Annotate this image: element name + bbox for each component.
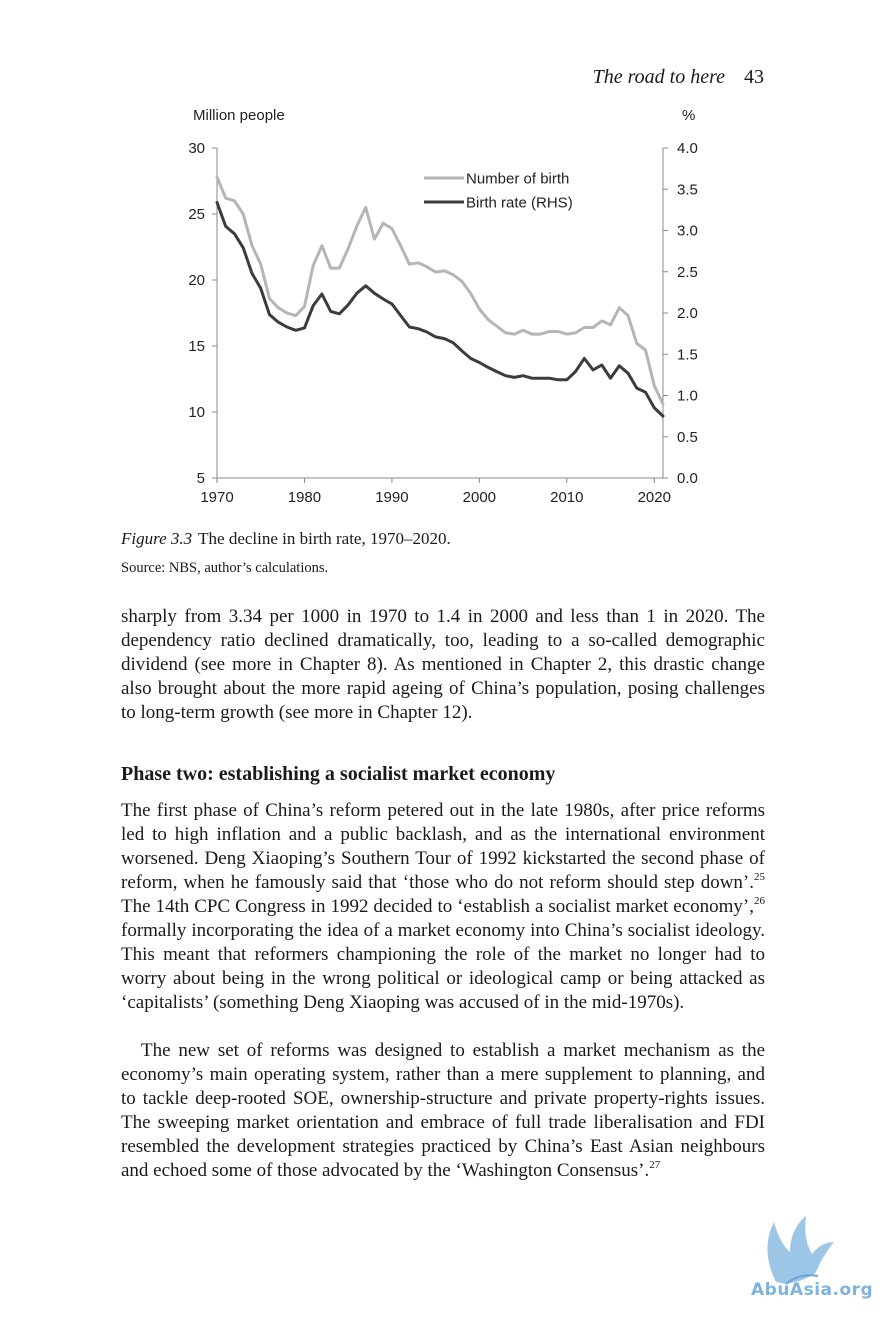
birth-rate-chart: Million people % 5 10 15 20 25 30 0.0 0.5 1.0 1.5… [188,107,698,506]
left-tick-label: 30 [188,140,205,157]
right-tick-label: 1.5 [677,346,698,363]
axis-ticks: 5 10 15 20 25 30 0.0 0.5 1.0 1.5 2.0 2.5 3.0 3.5 4.0 19… [188,140,698,506]
x-tick-label: 2000 [463,489,496,506]
paragraph-3: The new set of reforms was designed to e… [121,1039,765,1183]
footnote-ref-26[interactable]: 26 [754,894,765,907]
right-tick-label: 2.5 [677,264,698,281]
paragraph-2-part-b: The 14th CPC Congress in 1992 decided to… [121,896,754,917]
right-axis-label: % [682,107,695,124]
x-tick-label: 1980 [288,489,321,506]
left-tick-label: 10 [188,404,205,421]
figure-label: Figure 3.3 [121,529,193,548]
paragraph-3-text: The new set of reforms was designed to e… [121,1040,765,1181]
page-number: 43 [744,66,764,88]
bird-logo-icon [767,1216,834,1285]
running-head: The road to here 43 [593,64,764,90]
series-line-number-of-birth [215,175,665,406]
paragraph-1: sharply from 3.34 per 1000 in 1970 to 1.… [121,606,765,723]
watermark: AbuAsia.org [746,1212,885,1312]
footnote-ref-27[interactable]: 27 [649,1158,661,1171]
right-tick-label: 0.5 [677,429,698,446]
footnote-ref-25[interactable]: 25 [754,870,765,883]
left-tick-label: 20 [188,272,205,289]
series-lines [215,175,665,418]
left-tick-label: 25 [188,206,205,223]
x-tick-label: 1990 [375,489,408,506]
right-tick-label: 4.0 [677,140,698,157]
x-tick-label: 2020 [638,489,671,506]
legend-label-birth-rate: Birth rate (RHS) [466,195,573,212]
figure-caption: Figure 3.3 The decline in birth rate, 197… [121,528,765,550]
chart-legend: Number of birth Birth rate (RHS) [424,171,573,212]
left-tick-label: 5 [197,470,205,487]
watermark-text: AbuAsia.org [751,1280,874,1300]
x-tick-label: 1970 [200,489,233,506]
x-tick-label: 2010 [550,489,583,506]
series-line-birth-rate [215,200,665,418]
right-tick-label: 3.0 [677,223,698,240]
figure-source: Source: NBS, author’s calculations. [121,560,329,576]
section-heading: Phase two: establishing a socialist mark… [121,763,556,785]
left-axis-label: Million people [193,107,285,124]
running-head-title: The road to here [592,66,725,88]
right-tick-label: 2.0 [677,305,698,322]
right-tick-label: 0.0 [677,470,698,487]
paragraph-2: The first phase of China’s reform petere… [121,799,765,1015]
left-tick-label: 15 [188,338,205,355]
figure-caption-text: The decline in birth rate, 1970–2020. [198,529,451,548]
paragraph-2-part-c: formally incorporating the idea of a mar… [121,920,765,1013]
right-tick-label: 1.0 [677,388,698,405]
paragraph-2-part-a: The first phase of China’s reform petere… [121,800,765,893]
right-tick-label: 3.5 [677,181,698,198]
legend-label-number-of-birth: Number of birth [466,171,569,188]
figure: Million people % 5 10 15 20 25 30 0.0 0.5 1.0 1.5… [0,0,885,520]
